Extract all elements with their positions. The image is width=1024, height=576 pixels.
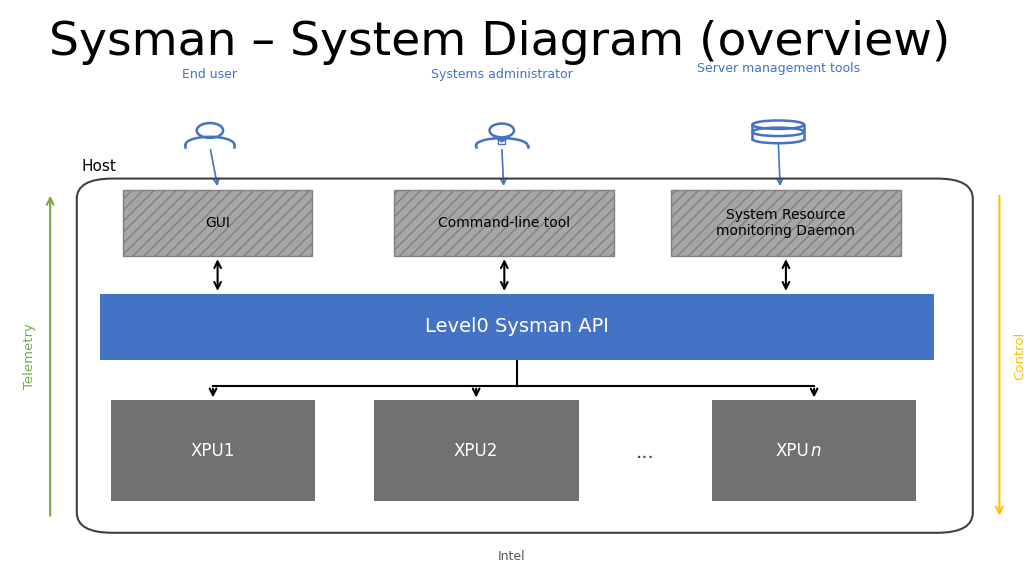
FancyBboxPatch shape	[374, 400, 579, 501]
Text: Command-line tool: Command-line tool	[438, 216, 570, 230]
FancyBboxPatch shape	[671, 190, 901, 256]
FancyBboxPatch shape	[712, 400, 916, 501]
FancyBboxPatch shape	[111, 400, 315, 501]
Text: XPU: XPU	[775, 442, 809, 460]
Text: Telemetry: Telemetry	[24, 323, 36, 389]
Text: Sysman – System Diagram (overview): Sysman – System Diagram (overview)	[49, 20, 950, 65]
Text: End user: End user	[182, 67, 238, 81]
Text: GUI: GUI	[205, 216, 230, 230]
Text: Server management tools: Server management tools	[696, 62, 860, 75]
Text: Host: Host	[82, 159, 117, 174]
FancyBboxPatch shape	[123, 190, 312, 256]
Text: Level0 Sysman API: Level0 Sysman API	[425, 317, 609, 336]
Text: Intel: Intel	[499, 550, 525, 563]
FancyBboxPatch shape	[100, 294, 934, 360]
Text: Systems administrator: Systems administrator	[431, 67, 572, 81]
Text: XPU2: XPU2	[454, 442, 499, 460]
FancyBboxPatch shape	[394, 190, 614, 256]
Text: n: n	[810, 442, 820, 460]
Text: Control: Control	[1014, 332, 1024, 380]
Text: ...: ...	[636, 443, 654, 461]
Text: System Resource
monitoring Daemon: System Resource monitoring Daemon	[717, 208, 855, 238]
Text: XPU1: XPU1	[190, 442, 236, 460]
